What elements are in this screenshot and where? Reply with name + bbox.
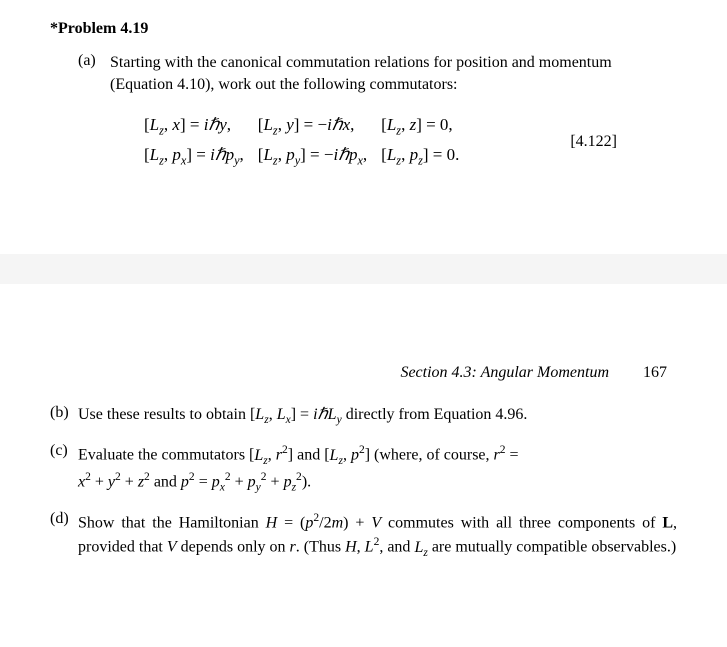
part-a-text: Starting with the canonical commutation … [110, 52, 677, 95]
section-header: Section 4.3: Angular Momentum 167 [0, 364, 727, 382]
eq-r1c3: [Lz, z] = 0, [381, 115, 459, 138]
part-d: (d) Show that the Hamiltonian H = (p2/2m… [50, 510, 677, 561]
part-b: (b) Use these results to obtain [Lz, Lx]… [50, 404, 677, 428]
equation-table: [Lz, x] = iℏy, [Lz, y] = −iℏx, [Lz, z] =… [130, 109, 473, 174]
page-gap [0, 174, 727, 364]
eq-r2c1: [Lz, px] = iℏpy, [144, 145, 244, 168]
part-c-text: Evaluate the commutators [Lz, r2] and [L… [78, 442, 519, 495]
eq-r1c1: [Lz, x] = iℏy, [144, 115, 244, 138]
part-a-label: (a) [78, 52, 110, 95]
part-d-label: (d) [50, 510, 78, 561]
problem-title: *Problem 4.19 [50, 20, 677, 38]
gap-shade [0, 254, 727, 284]
eq-r2c2: [Lz, py] = −iℏpx, [258, 145, 367, 168]
part-c: (c) Evaluate the commutators [Lz, r2] an… [50, 442, 677, 495]
part-d-text: Show that the Hamiltonian H = (p2/2m) + … [78, 510, 677, 561]
page-number: 167 [643, 364, 667, 381]
part-b-label: (b) [50, 404, 78, 428]
equation-number: [4.122] [570, 133, 617, 151]
part-a: (a) Starting with the canonical commutat… [78, 52, 677, 95]
part-b-text: Use these results to obtain [Lz, Lx] = i… [78, 404, 527, 428]
eq-r2c3: [Lz, pz] = 0. [381, 145, 459, 168]
equation-block: [Lz, x] = iℏy, [Lz, y] = −iℏx, [Lz, z] =… [130, 109, 677, 174]
part-c-label: (c) [50, 442, 78, 495]
section-title: Section 4.3: Angular Momentum [400, 364, 609, 381]
eq-r1c2: [Lz, y] = −iℏx, [258, 115, 367, 138]
